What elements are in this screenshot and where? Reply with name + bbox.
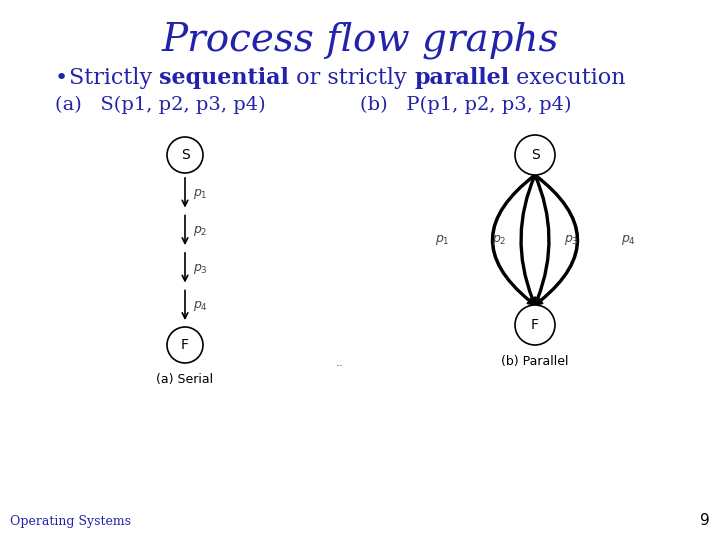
Text: (a) Serial: (a) Serial bbox=[156, 373, 214, 386]
Text: Operating Systems: Operating Systems bbox=[10, 515, 131, 528]
Text: 9: 9 bbox=[701, 513, 710, 528]
Text: $p_4$: $p_4$ bbox=[621, 233, 636, 247]
Text: $p_2$: $p_2$ bbox=[492, 233, 506, 247]
Text: $p_3$: $p_3$ bbox=[193, 262, 208, 276]
Text: (a)   S(p1, p2, p3, p4): (a) S(p1, p2, p3, p4) bbox=[55, 96, 266, 114]
Text: execution: execution bbox=[509, 67, 626, 89]
Text: or strictly: or strictly bbox=[289, 67, 414, 89]
Circle shape bbox=[515, 135, 555, 175]
Text: Strictly: Strictly bbox=[69, 67, 159, 89]
Text: parallel: parallel bbox=[414, 67, 509, 89]
FancyArrowPatch shape bbox=[534, 174, 578, 305]
FancyArrowPatch shape bbox=[520, 174, 536, 305]
Text: F: F bbox=[531, 318, 539, 332]
FancyArrowPatch shape bbox=[534, 174, 550, 305]
Text: Process flow graphs: Process flow graphs bbox=[161, 21, 559, 59]
Text: $p_2$: $p_2$ bbox=[193, 224, 207, 238]
Text: F: F bbox=[181, 338, 189, 352]
Text: S: S bbox=[531, 148, 539, 162]
Text: ..: .. bbox=[336, 355, 344, 368]
Text: (b) Parallel: (b) Parallel bbox=[501, 355, 569, 368]
FancyArrowPatch shape bbox=[492, 174, 536, 305]
Text: $p_3$: $p_3$ bbox=[564, 233, 578, 247]
Text: $p_1$: $p_1$ bbox=[193, 187, 207, 201]
Circle shape bbox=[515, 305, 555, 345]
Circle shape bbox=[167, 327, 203, 363]
Text: $p_4$: $p_4$ bbox=[193, 299, 208, 313]
Text: sequential: sequential bbox=[159, 67, 289, 89]
Circle shape bbox=[167, 137, 203, 173]
Text: $p_1$: $p_1$ bbox=[435, 233, 449, 247]
Text: (b)   P(p1, p2, p3, p4): (b) P(p1, p2, p3, p4) bbox=[360, 96, 572, 114]
Text: •: • bbox=[55, 68, 68, 88]
Text: S: S bbox=[181, 148, 189, 162]
